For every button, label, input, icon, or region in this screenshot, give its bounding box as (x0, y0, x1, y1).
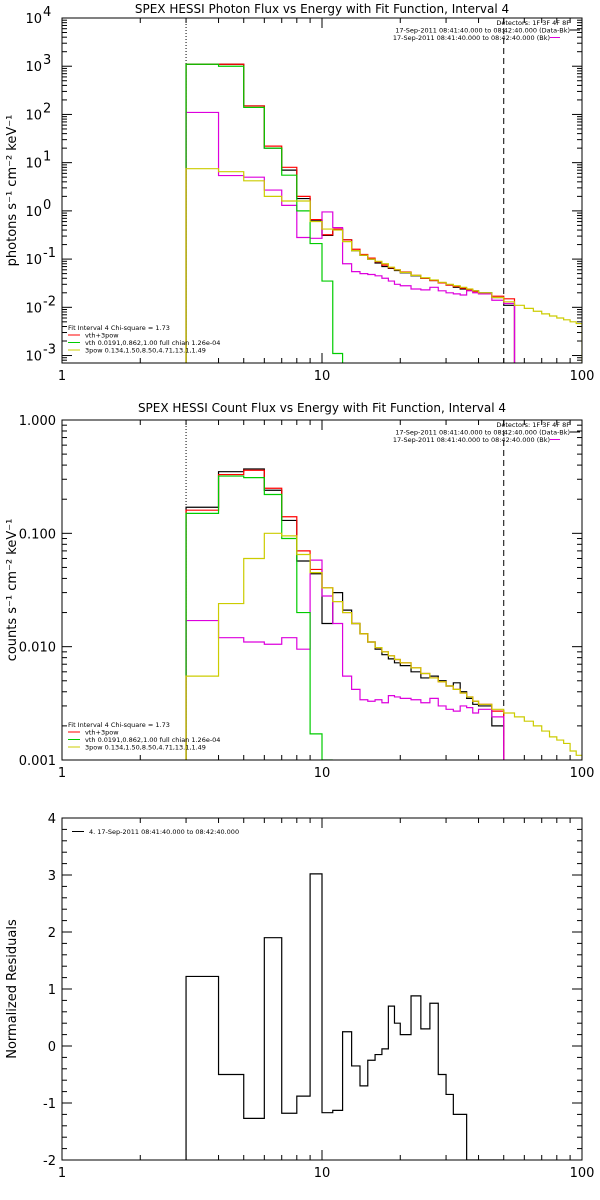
plot-frame (61, 419, 583, 761)
y-tick-label: 10 (25, 205, 42, 220)
x-tick-label: 100 (570, 766, 595, 781)
y-tick-label: 10 (25, 157, 42, 172)
legend-entry: 17-Sep-2011 08:41:40.000 to 08:42:40.000… (393, 34, 550, 42)
fit-legend-entry: 3pow 0.134,1.50,8.50,4.71,13.1,1.49 (85, 347, 206, 355)
series-vth (185, 63, 344, 363)
series-group (185, 873, 504, 1160)
x-tick-label: 100 (570, 1166, 595, 1181)
legend-entry: 17-Sep-2011 08:41:40.000 to 08:42:40.000… (395, 27, 570, 35)
y-tick-label: 0.001 (19, 754, 56, 769)
legend-entry: 4. 17-Sep-2011 08:41:40.000 to 08:42:40.… (89, 828, 239, 836)
chart-title: SPEX HESSI Photon Flux vs Energy with Fi… (135, 2, 509, 16)
legend-entry: 17-Sep-2011 08:41:40.000 to 08:42:40.000… (395, 429, 570, 437)
y-tick-exponent: 4 (43, 5, 51, 20)
y-axis-label: counts s⁻¹ cm⁻² keV⁻¹ (5, 519, 20, 662)
plot-frame (61, 817, 583, 1161)
x-tick-label: 1 (58, 1166, 66, 1181)
x-tick-label: 1 (58, 766, 66, 781)
y-tick-exponent: -1 (43, 246, 56, 261)
photon-flux-panel: SPEX HESSI Photon Flux vs Energy with Fi… (5, 2, 594, 384)
fit-legend-header: Fit Interval 4 Chi-square = 1.73 (68, 324, 170, 332)
fit-legend-entry: vth+3pow (85, 332, 119, 340)
y-tick-label: 10 (25, 253, 42, 268)
series-vth-3pow (185, 469, 505, 760)
y-tick-label: -1 (43, 1097, 56, 1112)
fit-legend-entry: 3pow 0.134,1.50,8.50,4.71,13.1,1.49 (85, 744, 206, 752)
series-group (185, 468, 582, 760)
fit-legend-header: Fit Interval 4 Chi-square = 1.73 (68, 721, 170, 729)
series-bk (185, 559, 505, 760)
y-tick-label: 10 (25, 60, 42, 75)
series-bk (185, 111, 516, 363)
y-tick-label: -2 (43, 1154, 56, 1169)
y-tick-exponent: 0 (43, 198, 51, 213)
series-data-bk (185, 468, 505, 760)
y-tick-exponent: 1 (43, 150, 51, 165)
y-tick-label: 10 (25, 301, 42, 316)
y-tick-label: 0 (48, 1040, 56, 1055)
series-group (185, 63, 582, 363)
x-tick-label: 10 (314, 766, 331, 781)
y-tick-exponent: 2 (43, 101, 51, 116)
y-tick-exponent: 3 (43, 53, 51, 68)
x-tick-label: 10 (314, 1166, 331, 1181)
series-vth-3pow (185, 63, 516, 363)
fit-legend-entry: vth+3pow (85, 729, 119, 737)
y-tick-label: 1.000 (19, 414, 56, 429)
y-axis-label: Normalized Residuals (5, 919, 20, 1059)
series-vth (185, 475, 333, 760)
series-3pow (185, 532, 582, 760)
series-3pow (185, 168, 582, 363)
y-tick-label: 4 (48, 812, 56, 827)
x-tick-label: 10 (314, 369, 331, 384)
series-data-bk (185, 63, 516, 363)
y-tick-label: 0.010 (19, 641, 56, 656)
count-flux-panel: SPEX HESSI Count Flux vs Energy with Fit… (5, 401, 594, 781)
legend-entry: 17-Sep-2011 08:41:40.000 to 08:42:40.000… (393, 436, 550, 444)
series-residuals (185, 873, 504, 1160)
y-tick-label: 10 (25, 350, 42, 365)
plot-frame (61, 17, 583, 364)
y-tick-label: 2 (48, 926, 56, 941)
y-tick-exponent: -2 (43, 294, 56, 309)
fit-legend-entry: vth 0.0191,0.862,1.00 full chian 1.26e-0… (85, 736, 220, 744)
y-tick-label: 10 (25, 12, 42, 27)
legend-header: Detectors: 1F 3F 4F 8F (496, 421, 570, 429)
x-tick-label: 1 (58, 369, 66, 384)
fit-legend-entry: vth 0.0191,0.862,1.00 full chian 1.26e-0… (85, 339, 220, 347)
y-tick-label: 0.100 (19, 527, 56, 542)
y-axis-label: photons s⁻¹ cm⁻² keV⁻¹ (5, 115, 20, 267)
legend-header: Detectors: 1F 3F 4F 8F (496, 19, 570, 27)
y-tick-label: 1 (48, 983, 56, 998)
y-tick-exponent: -3 (43, 343, 56, 358)
y-tick-label: 3 (48, 869, 56, 884)
y-tick-label: 10 (25, 108, 42, 123)
x-tick-label: 100 (570, 369, 595, 384)
chart-title: SPEX HESSI Count Flux vs Energy with Fit… (138, 401, 506, 415)
